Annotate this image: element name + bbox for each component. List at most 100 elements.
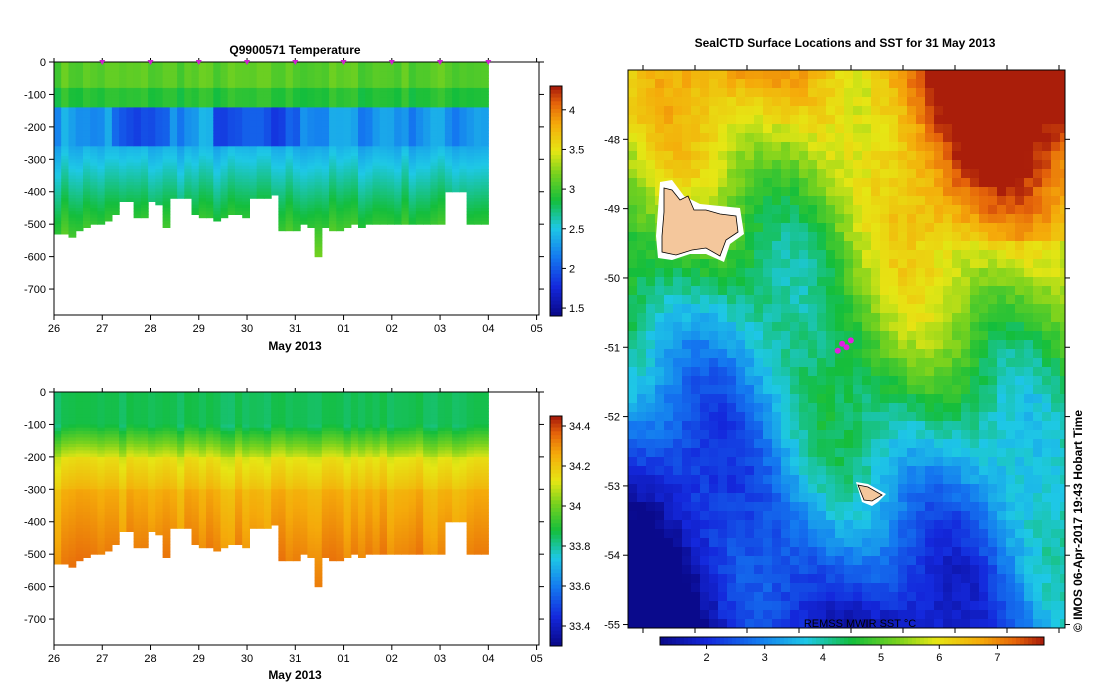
temperature-cell	[314, 217, 323, 222]
salinity-cell	[75, 453, 84, 458]
salinity-cell	[177, 473, 185, 477]
temperature-cell	[350, 130, 359, 134]
temperature-cell	[329, 136, 337, 141]
temperature-cell	[350, 152, 359, 157]
temperature-cell	[408, 87, 417, 92]
temperature-cell	[473, 75, 482, 79]
salinity-cell	[256, 515, 265, 520]
temperature-cell	[430, 143, 439, 147]
temperature-cell	[61, 130, 69, 134]
temperature-cell	[452, 71, 460, 76]
temperature-cell	[358, 68, 366, 73]
temperature-cell	[263, 126, 272, 131]
temperature-cell	[444, 156, 453, 160]
temperature-cell	[372, 156, 381, 160]
temperature-cell	[184, 62, 193, 66]
temperature-cell	[206, 133, 214, 138]
temperature-cell	[263, 120, 272, 125]
temperature-cell	[473, 172, 482, 177]
salinity-cell	[133, 421, 142, 425]
salinity-cell	[213, 495, 222, 500]
temperature-cell	[68, 91, 77, 95]
temperature-cell	[235, 185, 243, 190]
salinity-cell	[169, 508, 178, 513]
salinity-cell	[61, 392, 69, 396]
temperature-cell	[314, 87, 323, 92]
salinity-cell	[256, 392, 265, 396]
salinity-cell	[162, 508, 171, 513]
salinity-cell	[307, 502, 316, 507]
salinity-cell	[133, 518, 142, 523]
salinity-cell	[329, 505, 337, 510]
salinity-cell	[162, 528, 171, 532]
salinity-cell	[329, 434, 337, 438]
temperature-cell	[387, 130, 395, 134]
temperature-cell	[133, 182, 142, 186]
temperature-cell	[155, 172, 164, 177]
temperature-cell	[148, 107, 156, 112]
temperature-cell	[387, 62, 395, 66]
temperature-cell	[372, 162, 381, 167]
salinity-cell	[235, 492, 243, 497]
temperature-cell	[111, 117, 120, 121]
colorbar-swatch	[550, 93, 562, 98]
salinity-cell	[242, 408, 250, 412]
temperature-cell	[292, 195, 301, 199]
temperature-cell	[220, 107, 229, 112]
temperature-cell	[184, 117, 193, 121]
temperature-cell	[126, 198, 135, 202]
salinity-cell	[155, 450, 164, 455]
temperature-cell	[133, 162, 142, 167]
temperature-cell	[133, 94, 142, 99]
temperature-cell	[343, 104, 352, 108]
temperature-cell	[83, 139, 91, 144]
temperature-cell	[184, 175, 193, 180]
salinity-cell	[169, 417, 178, 422]
salinity-cell	[133, 505, 142, 510]
temperature-cell	[329, 104, 337, 108]
temperature-cell	[329, 123, 337, 128]
temperature-cell	[481, 136, 489, 141]
temperature-cell	[263, 172, 272, 177]
salinity-cell	[104, 421, 113, 425]
salinity-cell	[263, 525, 272, 529]
temperature-cell	[466, 71, 475, 76]
temperature-cell	[321, 208, 330, 212]
salinity-cell	[329, 499, 337, 503]
salinity-cell	[184, 515, 193, 520]
salinity-cell	[191, 538, 200, 542]
salinity-cell	[285, 508, 294, 513]
temperature-cell	[350, 126, 359, 131]
temperature-cell	[466, 156, 475, 160]
temperature-cell	[213, 81, 222, 86]
temperature-cell	[263, 178, 272, 183]
salinity-cell	[285, 518, 294, 523]
temperature-cell	[169, 191, 178, 196]
temperature-cell	[54, 175, 62, 180]
temperature-cell	[459, 91, 468, 95]
temperature-cell	[365, 217, 374, 222]
salinity-cell	[256, 505, 265, 510]
temperature-cell	[314, 117, 323, 121]
temperature-cell	[111, 139, 120, 144]
temperature-cell	[452, 156, 460, 160]
temperature-cell	[278, 201, 287, 206]
temperature-cell	[177, 104, 185, 108]
salinity-cell	[75, 460, 84, 464]
temperature-cell	[459, 94, 468, 99]
temperature-cell	[466, 62, 475, 66]
salinity-cell	[206, 408, 214, 412]
salinity-cell	[97, 489, 106, 494]
temperature-cell	[452, 104, 460, 108]
temperature-cell	[358, 172, 366, 177]
temperature-cell	[249, 104, 258, 108]
temperature-cell	[466, 130, 475, 134]
temperature-cell	[430, 182, 439, 186]
temperature-cell	[278, 198, 287, 202]
temperature-cell	[213, 87, 222, 92]
salinity-cell	[292, 401, 301, 406]
salinity-cell	[148, 456, 156, 461]
temperature-cell	[321, 94, 330, 99]
temperature-cell	[321, 220, 330, 225]
salinity-cell	[227, 408, 236, 412]
